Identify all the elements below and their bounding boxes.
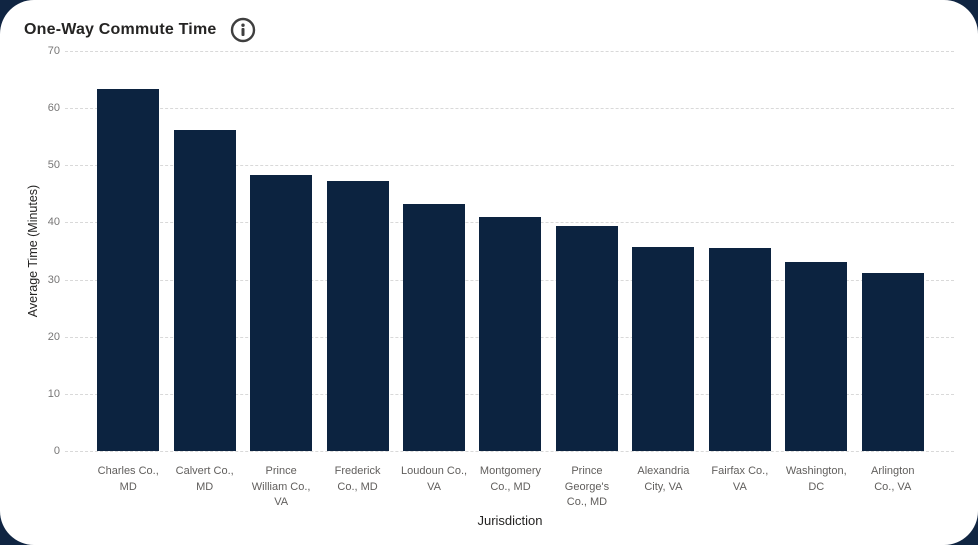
x-axis-title: Jurisdiction — [477, 513, 543, 528]
bar[interactable] — [326, 180, 389, 451]
x-category-label: Charles Co., MD — [97, 465, 159, 493]
gridline — [65, 451, 954, 452]
bar[interactable] — [785, 262, 848, 451]
x-category-label: Arlington Co., VA — [871, 465, 915, 493]
bar-slot — [472, 51, 548, 451]
x-category-label: Prince George's Co., MD — [564, 465, 610, 508]
bar-slot — [319, 51, 395, 451]
bar[interactable] — [708, 248, 771, 451]
y-tick-label: 10 — [47, 387, 60, 400]
x-category-label: Calvert Co., MD — [175, 465, 234, 493]
info-icon[interactable] — [230, 17, 256, 43]
x-category-label: Washington, DC — [785, 465, 847, 493]
bar[interactable] — [173, 130, 236, 451]
y-axis-title: Average Time (Minutes) — [26, 184, 40, 318]
bar[interactable] — [861, 273, 924, 451]
y-tick-label: 60 — [47, 102, 60, 115]
bar-slot — [702, 51, 778, 451]
bar[interactable] — [479, 216, 542, 451]
y-tick-label: 0 — [53, 445, 60, 457]
visual-header: One-Way Commute Time — [24, 17, 256, 43]
y-tick-label: 20 — [47, 330, 60, 343]
bar-slot — [549, 51, 625, 451]
x-category-label: Montgomery Co., MD — [479, 465, 542, 493]
bar[interactable] — [403, 203, 466, 451]
bar[interactable] — [632, 247, 695, 451]
bar-slot — [625, 51, 701, 451]
bar-slot — [166, 51, 242, 451]
bar-slot — [243, 51, 319, 451]
bar-slot — [90, 51, 166, 451]
chart-title: One-Way Commute Time — [24, 21, 217, 38]
bar[interactable] — [250, 175, 313, 451]
bar-series — [90, 51, 931, 451]
x-category-label: Frederick Co., MD — [334, 465, 381, 493]
x-category-label: Fairfax Co., VA — [711, 465, 769, 493]
x-category-label: Prince William Co., VA — [251, 465, 311, 508]
x-category-label: Loudoun Co., VA — [401, 465, 468, 493]
bar[interactable] — [555, 225, 618, 451]
x-category-label: Alexandria City, VA — [637, 465, 690, 493]
y-tick-label: 70 — [47, 45, 60, 57]
bar-slot — [778, 51, 854, 451]
bar[interactable] — [97, 88, 160, 451]
bar-slot — [855, 51, 931, 451]
bar-slot — [396, 51, 472, 451]
info-icon-glyph — [231, 17, 256, 43]
x-axis-category-labels: Charles Co., MD Calvert Co., MD Prince Wil… — [90, 464, 931, 511]
y-tick-label: 50 — [47, 159, 60, 172]
